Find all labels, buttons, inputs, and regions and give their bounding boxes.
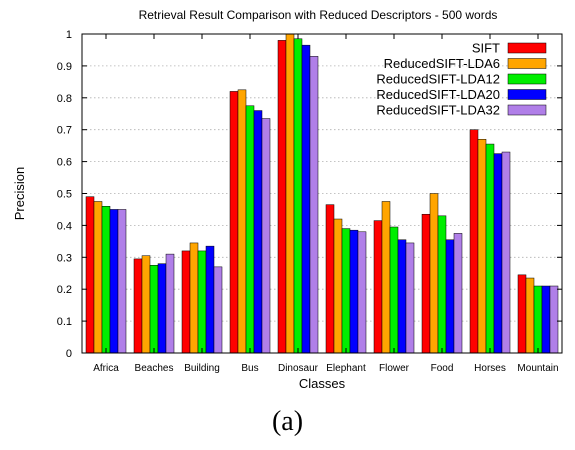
bar-reducedsift-lda6-flower	[381, 201, 391, 354]
legend-label: ReducedSIFT-LDA6	[384, 56, 500, 71]
x-tick-label: Africa	[93, 363, 119, 374]
bar-reducedsift-lda6-horses	[477, 139, 487, 354]
y-tick-label: 0.1	[57, 316, 72, 328]
bar-reducedsift-lda20-mountain	[541, 285, 551, 354]
bar-sift-mountain	[517, 274, 527, 354]
y-tick-label: 0.8	[57, 93, 72, 105]
bar-reducedsift-lda20-beaches	[157, 263, 167, 354]
bar-reducedsift-lda32-flower	[405, 242, 415, 354]
bar-reducedsift-lda12-bus	[245, 105, 255, 354]
bar-reducedsift-lda12-food	[437, 215, 447, 354]
bar-reducedsift-lda20-horses	[493, 153, 503, 354]
bar-reducedsift-lda32-africa	[117, 209, 127, 354]
bar-sift-beaches	[133, 258, 143, 354]
y-tick-label: 0.6	[57, 157, 72, 169]
y-tick-label: 0.4	[57, 220, 72, 232]
legend-label: ReducedSIFT-LDA20	[376, 87, 500, 102]
legend: SIFTReducedSIFT-LDA6ReducedSIFT-LDA12Red…	[376, 41, 547, 118]
bar-reducedsift-lda32-bus	[261, 118, 271, 354]
bar-reducedsift-lda20-food	[445, 239, 455, 354]
bar-sift-elephant	[325, 204, 335, 354]
bar-reducedsift-lda6-africa	[93, 201, 103, 354]
y-tick-label: 1	[66, 29, 72, 41]
x-tick-label: Dinosaur	[278, 363, 319, 374]
bar-reducedsift-lda20-africa	[109, 209, 119, 354]
x-tick-label: Bus	[241, 363, 258, 374]
bar-reducedsift-lda32-food	[453, 233, 463, 354]
bar-reducedsift-lda12-dinosaur	[293, 38, 303, 354]
bar-reducedsift-lda6-dinosaur	[285, 33, 295, 354]
y-tick-label: 0	[66, 348, 72, 360]
x-tick-label: Beaches	[135, 363, 174, 374]
legend-swatch	[507, 73, 547, 85]
bar-reducedsift-lda6-elephant	[333, 218, 343, 354]
legend-label: SIFT	[472, 41, 500, 56]
chart-title: Retrieval Result Comparison with Reduced…	[139, 8, 498, 22]
bar-chart: Retrieval Result Comparison with Reduced…	[12, 8, 563, 391]
legend-swatch	[507, 58, 547, 69]
x-tick-label: Elephant	[326, 363, 366, 374]
bar-sift-africa	[85, 196, 95, 354]
bar-reducedsift-lda20-flower	[397, 239, 407, 354]
x-tick-label: Flower	[379, 363, 410, 374]
bar-reducedsift-lda32-dinosaur	[309, 56, 319, 354]
x-tick-label: Building	[184, 363, 220, 374]
bar-reducedsift-lda32-horses	[501, 151, 511, 354]
bar-reducedsift-lda12-building	[197, 250, 207, 354]
bar-sift-building	[181, 250, 191, 354]
x-tick-label: Horses	[474, 363, 506, 374]
bar-reducedsift-lda6-bus	[237, 89, 247, 354]
legend-swatch	[507, 42, 547, 54]
bar-reducedsift-lda12-beaches	[149, 265, 159, 354]
legend-swatch	[507, 89, 547, 100]
bar-reducedsift-lda32-beaches	[165, 253, 175, 354]
y-tick-label: 0.7	[57, 125, 72, 137]
figure-caption: (a)	[271, 406, 304, 437]
y-axis-label: Precision	[12, 167, 27, 220]
x-axis-label: Classes	[299, 376, 346, 391]
bar-reducedsift-lda20-elephant	[349, 229, 359, 354]
bar-sift-flower	[373, 220, 383, 354]
bar-sift-horses	[469, 129, 479, 354]
bar-reducedsift-lda20-building	[205, 245, 215, 354]
x-tick-label: Food	[431, 363, 454, 374]
bar-reducedsift-lda20-dinosaur	[301, 44, 311, 354]
bar-reducedsift-lda12-africa	[101, 206, 111, 354]
legend-label: ReducedSIFT-LDA12	[376, 72, 500, 87]
bar-sift-dinosaur	[277, 40, 287, 354]
y-axis-ticks: 0 0.1 0.2 0.3 0.4 0.5 0.6 0.7 0.8 0.9 1	[57, 29, 562, 360]
bar-reducedsift-lda32-mountain	[549, 285, 559, 354]
bar-sift-bus	[229, 91, 239, 354]
bar-reducedsift-lda6-beaches	[141, 255, 151, 354]
bar-reducedsift-lda12-flower	[389, 226, 399, 354]
bar-reducedsift-lda6-mountain	[525, 277, 535, 354]
bar-reducedsift-lda6-food	[429, 193, 439, 354]
y-tick-label: 0.5	[57, 189, 72, 201]
bar-reducedsift-lda32-elephant	[357, 231, 367, 354]
y-tick-label: 0.9	[57, 61, 72, 73]
x-axis-ticks: Africa Beaches Building Bus Dinosaur Elephant…	[93, 34, 559, 374]
bar-reducedsift-lda12-mountain	[533, 285, 543, 354]
y-tick-label: 0.3	[57, 252, 72, 264]
bar-reducedsift-lda6-building	[189, 242, 199, 354]
bar-reducedsift-lda32-building	[213, 266, 223, 354]
bar-reducedsift-lda20-bus	[253, 110, 263, 354]
x-tick-label: Mountain	[517, 363, 558, 374]
y-tick-label: 0.2	[57, 284, 72, 296]
bar-sift-food	[421, 213, 431, 354]
legend-label: ReducedSIFT-LDA32	[376, 103, 500, 118]
bars	[85, 33, 559, 354]
legend-swatch	[507, 104, 547, 116]
bar-reducedsift-lda12-horses	[485, 143, 495, 354]
bar-reducedsift-lda12-elephant	[341, 228, 351, 354]
